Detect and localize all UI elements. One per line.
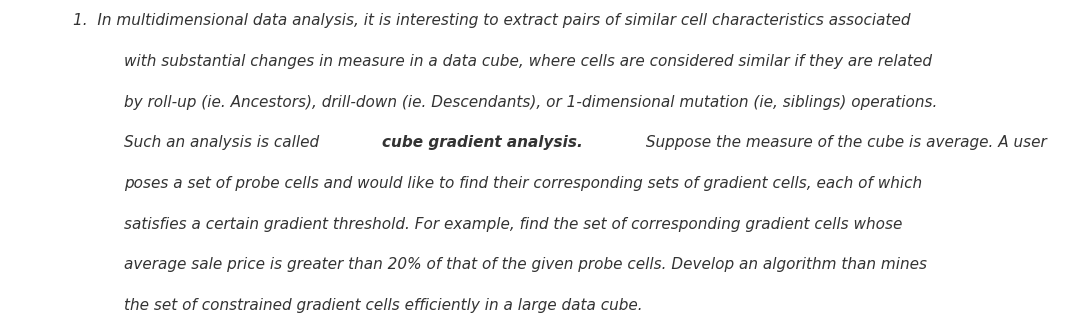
Text: by roll-up (ie. Ancestors), drill-down (ie. Descendants), or 1-dimensional mutat: by roll-up (ie. Ancestors), drill-down (… [124,95,937,110]
Text: cube gradient analysis.: cube gradient analysis. [382,135,583,150]
Text: Such an analysis is called: Such an analysis is called [124,135,324,150]
Text: average sale price is greater than 20% of that of the given probe cells. Develop: average sale price is greater than 20% o… [124,257,928,272]
Text: the set of constrained gradient cells efficiently in a large data cube.: the set of constrained gradient cells ef… [124,298,643,313]
Text: satisfies a certain gradient threshold. For example, find the set of correspondi: satisfies a certain gradient threshold. … [124,217,903,232]
Text: poses a set of probe cells and would like to find their corresponding sets of gr: poses a set of probe cells and would lik… [124,176,922,191]
Text: with substantial changes in measure in a data cube, where cells are considered s: with substantial changes in measure in a… [124,54,932,69]
Text: Suppose the measure of the cube is average. A user: Suppose the measure of the cube is avera… [642,135,1047,150]
Text: 1.  In multidimensional data analysis, it is interesting to extract pairs of sim: 1. In multidimensional data analysis, it… [73,13,910,28]
